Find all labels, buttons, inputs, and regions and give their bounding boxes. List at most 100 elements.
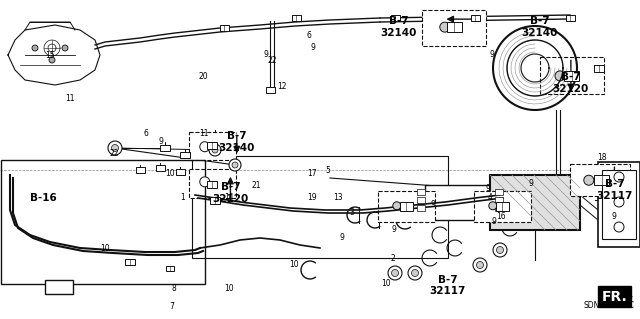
Text: 10: 10 — [165, 169, 175, 178]
Bar — [490, 175, 580, 230]
Text: 9: 9 — [263, 50, 268, 59]
Text: 10: 10 — [100, 244, 110, 253]
Circle shape — [32, 45, 38, 51]
Text: 2: 2 — [390, 254, 396, 263]
Circle shape — [392, 270, 399, 277]
Circle shape — [489, 202, 497, 210]
Text: B-7
32117: B-7 32117 — [430, 275, 466, 296]
Circle shape — [614, 197, 624, 207]
Bar — [390, 15, 399, 21]
Circle shape — [614, 222, 624, 232]
Text: 1: 1 — [180, 193, 185, 202]
Bar — [540, 57, 604, 94]
Bar — [566, 15, 575, 21]
Bar — [594, 64, 604, 71]
Bar — [175, 169, 184, 175]
Circle shape — [408, 266, 422, 280]
Text: 9: 9 — [339, 233, 344, 242]
Text: B-7
32140: B-7 32140 — [381, 16, 417, 38]
Bar — [470, 15, 479, 21]
Bar — [136, 167, 145, 173]
Text: 5: 5 — [325, 166, 330, 175]
Circle shape — [393, 202, 401, 210]
Bar — [266, 87, 275, 93]
Text: B-7
32120: B-7 32120 — [553, 72, 589, 94]
Text: 8: 8 — [171, 284, 176, 293]
Circle shape — [493, 243, 507, 257]
Circle shape — [232, 162, 238, 168]
Bar — [210, 197, 220, 204]
Circle shape — [412, 270, 419, 277]
Circle shape — [440, 22, 450, 32]
Text: 11: 11 — [199, 130, 208, 138]
Text: 15: 15 — [45, 51, 55, 60]
Bar — [495, 205, 503, 211]
Circle shape — [49, 57, 55, 63]
Circle shape — [200, 142, 210, 152]
Bar — [220, 25, 228, 31]
Text: 10: 10 — [289, 260, 300, 269]
Text: 19: 19 — [307, 193, 317, 202]
Circle shape — [555, 71, 565, 81]
Bar — [564, 71, 579, 81]
Text: 22: 22 — [268, 56, 276, 65]
Circle shape — [477, 262, 483, 269]
Bar — [495, 189, 503, 195]
Text: 9: 9 — [430, 200, 435, 209]
Text: 9: 9 — [491, 217, 496, 226]
Bar — [156, 165, 164, 171]
Bar — [495, 197, 503, 203]
Bar — [166, 265, 174, 271]
Circle shape — [62, 45, 68, 51]
Text: 9: 9 — [391, 225, 396, 234]
Circle shape — [209, 144, 221, 156]
Text: 16: 16 — [496, 212, 506, 221]
Bar — [602, 170, 636, 239]
Text: 14: 14 — [224, 193, 234, 202]
Text: 9: 9 — [490, 50, 495, 59]
Text: 3: 3 — [349, 208, 355, 217]
Bar — [425, 185, 495, 220]
Bar — [447, 22, 462, 32]
Text: 7: 7 — [169, 302, 174, 311]
Text: 17: 17 — [307, 169, 317, 178]
Circle shape — [473, 258, 487, 272]
Bar — [417, 189, 425, 195]
Bar — [598, 162, 640, 247]
Bar — [45, 280, 73, 294]
Text: 10: 10 — [224, 284, 234, 293]
Circle shape — [584, 175, 594, 185]
Text: B-16: B-16 — [30, 193, 57, 203]
Text: B-7
32120: B-7 32120 — [212, 182, 248, 204]
Bar — [189, 169, 236, 198]
Text: 18: 18 — [597, 153, 606, 162]
Text: 21: 21 — [252, 181, 260, 189]
Text: 20: 20 — [198, 72, 209, 81]
Bar — [378, 191, 435, 222]
Text: 12: 12 — [277, 82, 286, 91]
Text: 9: 9 — [310, 43, 316, 52]
Bar — [594, 175, 609, 185]
Text: 9: 9 — [159, 137, 164, 146]
Bar — [180, 152, 190, 158]
Text: 4: 4 — [487, 193, 492, 202]
Bar — [422, 10, 486, 46]
Text: 6: 6 — [306, 31, 311, 40]
Circle shape — [200, 177, 210, 187]
Text: 6: 6 — [143, 130, 148, 138]
Circle shape — [229, 159, 241, 171]
Bar — [291, 15, 301, 21]
Text: 9: 9 — [485, 184, 490, 193]
Circle shape — [108, 141, 122, 155]
Text: B-7
32140: B-7 32140 — [219, 131, 255, 153]
Bar — [207, 142, 218, 149]
Circle shape — [614, 172, 624, 182]
Circle shape — [497, 247, 504, 254]
Bar — [400, 202, 413, 211]
Bar — [160, 145, 170, 151]
Bar — [496, 202, 509, 211]
Bar — [417, 205, 425, 211]
Bar — [192, 156, 448, 258]
Text: 11: 11 — [66, 94, 75, 103]
Bar — [474, 191, 531, 222]
